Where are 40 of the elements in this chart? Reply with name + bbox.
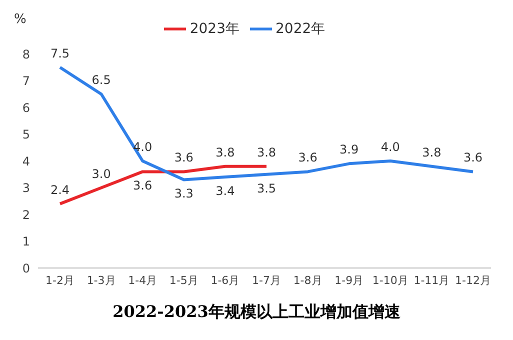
y-tick-label: 4 — [22, 154, 30, 168]
legend-label: 2023年 — [190, 20, 240, 37]
y-tick-label: 2 — [22, 208, 30, 222]
data-label: 3.0 — [92, 166, 111, 181]
y-axis-title: % — [14, 12, 26, 27]
data-label: 3.9 — [340, 142, 359, 157]
data-label: 3.3 — [174, 186, 194, 201]
legend-label: 2022年 — [276, 20, 326, 37]
data-label: 3.5 — [256, 181, 276, 196]
data-label: 7.5 — [50, 46, 70, 60]
data-label: 6.5 — [92, 73, 111, 88]
data-label: 3.4 — [216, 184, 235, 198]
x-tick-label: 1-4月 — [128, 274, 158, 287]
x-tick-label: 1-12月 — [455, 274, 491, 287]
x-tick-label: 1-6月 — [210, 274, 240, 287]
y-tick-label: 7 — [22, 74, 30, 88]
x-tick-label: 1-10月 — [372, 274, 408, 287]
data-label: 3.8 — [216, 145, 235, 160]
text: 2022-2023年规模以上工业增加值增速 — [112, 302, 402, 323]
data-label: 3.6 — [298, 150, 318, 165]
data-label: 3.6 — [463, 150, 483, 165]
data-label: 4.0 — [380, 140, 400, 154]
x-tick-label: 1-8月 — [293, 274, 322, 287]
x-tick-label: 1-9月 — [334, 274, 364, 287]
y-tick-label: 8 — [22, 47, 30, 62]
x-tick-label: 1-7月 — [252, 274, 281, 287]
x-tick-label: 1-5月 — [169, 274, 198, 287]
x-tick-label: 1-3月 — [86, 274, 116, 287]
y-tick-label: 1 — [22, 234, 30, 249]
data-label: 3.6 — [174, 150, 194, 165]
y-tick-label: 0 — [22, 261, 30, 276]
x-tick-label: 1-11月 — [414, 274, 450, 287]
y-tick-label: 6 — [22, 100, 30, 115]
data-label: 3.6 — [133, 178, 152, 193]
y-tick-label: 5 — [22, 128, 30, 142]
data-label: 2.4 — [50, 182, 70, 197]
data-label: 3.8 — [256, 145, 276, 160]
data-label: 3.8 — [422, 145, 442, 160]
x-tick-label: 1-2月 — [46, 274, 74, 287]
y-tick-label: 3 — [22, 181, 30, 196]
